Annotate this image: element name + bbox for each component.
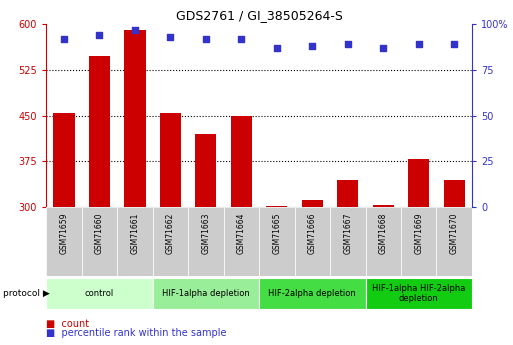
Text: HIF-1alpha HIF-2alpha
depletion: HIF-1alpha HIF-2alpha depletion (372, 284, 465, 303)
Point (450, 41, 458, 47)
Text: protocol ▶: protocol ▶ (3, 289, 49, 298)
Text: GSM71666: GSM71666 (308, 213, 317, 254)
Point (344, 41, 352, 47)
Point (202, 36, 210, 41)
Bar (53, 112, 74, 207)
Bar (82, 207, 117, 276)
Bar (231, 116, 252, 207)
Text: HIF-1alpha depletion: HIF-1alpha depletion (162, 289, 250, 298)
Bar (259, 278, 365, 309)
Text: ■  count: ■ count (46, 319, 89, 329)
Bar (160, 112, 181, 207)
Bar (337, 179, 359, 207)
Text: GSM71661: GSM71661 (130, 213, 140, 254)
Bar (153, 207, 188, 276)
Bar (444, 179, 465, 207)
Text: GSM71660: GSM71660 (95, 213, 104, 254)
Bar (117, 207, 153, 276)
Point (131, 27, 139, 32)
Bar (365, 278, 472, 309)
Bar (408, 159, 429, 207)
Text: ■  percentile rank within the sample: ■ percentile rank within the sample (46, 328, 227, 338)
Title: GDS2761 / GI_38505264-S: GDS2761 / GI_38505264-S (175, 9, 343, 22)
Text: GSM71665: GSM71665 (272, 213, 281, 254)
Text: GSM71664: GSM71664 (237, 213, 246, 254)
Bar (259, 207, 294, 276)
Point (166, 34, 174, 40)
Text: GSM71659: GSM71659 (60, 213, 68, 254)
Bar (195, 134, 216, 207)
Bar (46, 278, 153, 309)
Point (273, 45, 281, 51)
Bar (372, 205, 394, 207)
Bar (266, 206, 287, 207)
Text: GSM71669: GSM71669 (414, 213, 423, 254)
Bar (401, 207, 437, 276)
Text: GSM71668: GSM71668 (379, 213, 388, 254)
Point (237, 36, 245, 41)
Text: GSM71670: GSM71670 (450, 213, 459, 254)
Text: GSM71667: GSM71667 (343, 213, 352, 254)
Bar (330, 207, 365, 276)
Point (415, 41, 423, 47)
Text: control: control (85, 289, 114, 298)
Point (95, 32, 104, 38)
Bar (46, 207, 82, 276)
Bar (89, 56, 110, 207)
Text: HIF-2alpha depletion: HIF-2alpha depletion (268, 289, 356, 298)
Bar (153, 278, 259, 309)
Point (60, 36, 68, 41)
Bar (224, 207, 259, 276)
Bar (294, 207, 330, 276)
Point (308, 43, 317, 49)
Bar (124, 30, 146, 207)
Text: GSM71662: GSM71662 (166, 213, 175, 254)
Bar (188, 207, 224, 276)
Text: GSM71663: GSM71663 (201, 213, 210, 254)
Point (379, 45, 387, 51)
Bar (302, 200, 323, 207)
Bar (437, 207, 472, 276)
Bar (365, 207, 401, 276)
